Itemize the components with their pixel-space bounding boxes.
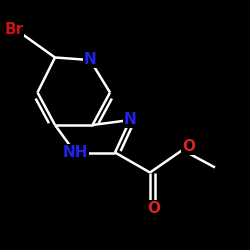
Text: O: O <box>182 139 195 154</box>
Text: N: N <box>124 112 136 128</box>
Text: N: N <box>84 52 96 68</box>
Text: NH: NH <box>62 145 88 160</box>
Text: Br: Br <box>4 22 23 38</box>
Text: O: O <box>147 201 160 216</box>
